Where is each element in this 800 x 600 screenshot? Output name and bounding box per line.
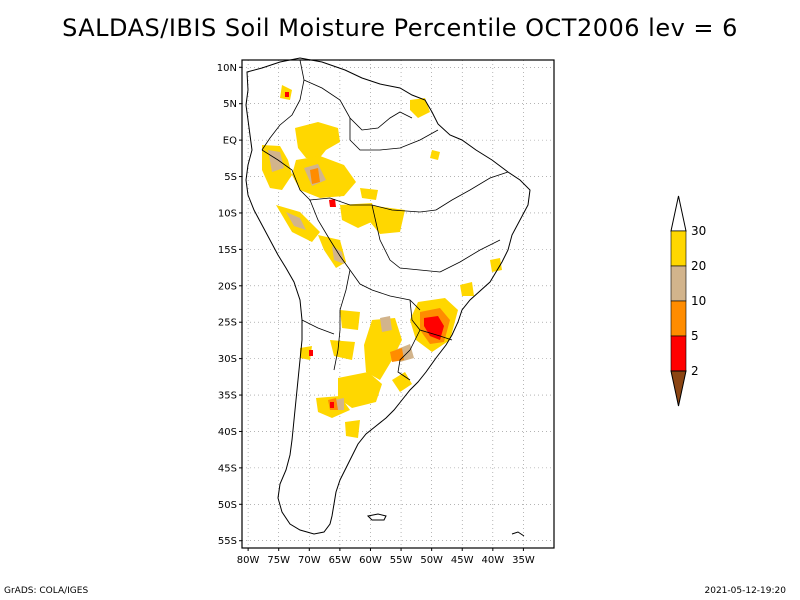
lon-tick-label: 80W: [237, 555, 260, 566]
colorbar-label: 5: [691, 329, 699, 343]
south-georgia: [511, 531, 525, 537]
lon-tick-label: 50W: [420, 555, 443, 566]
latitude-axis: 10N 5N EQ 5S 10S 15S 20S 25S 30S 35S 40S 45S 50S 55S: [217, 63, 242, 547]
lat-tick-label: 5S: [224, 172, 237, 183]
colorbar-label: 2: [691, 364, 699, 378]
shade-10-20: [332, 246, 344, 264]
lat-tick-label: 45S: [218, 463, 237, 474]
graticule: [242, 60, 554, 548]
lon-tick-label: 75W: [267, 555, 290, 566]
shade-10-20: [268, 150, 284, 172]
lon-tick-label: 40W: [482, 555, 505, 566]
lat-tick-label: EQ: [223, 136, 237, 147]
colorbar-legend: 30 20 10 5 2: [670, 195, 706, 407]
shade-20-30: [410, 98, 430, 118]
shade-20-30: [460, 282, 474, 296]
lat-tick-label: 25S: [218, 318, 237, 329]
shade-20-30: [338, 372, 382, 408]
shade-5-10: [390, 348, 404, 362]
map-title: SALDAS/IBIS Soil Moisture Percentile OCT…: [62, 14, 738, 42]
shade-10-20: [286, 212, 306, 230]
lon-tick-label: 35W: [512, 555, 535, 566]
colorbar-arrow-bottom: [670, 370, 687, 407]
colorbar-segment: [670, 230, 687, 267]
lat-tick-label: 50S: [218, 500, 237, 511]
lon-tick-label: 55W: [390, 555, 413, 566]
lat-tick-label: 40S: [218, 427, 237, 438]
lat-tick-label: 55S: [218, 536, 237, 547]
shade-20-30: [368, 205, 405, 234]
falkland-islands: [366, 513, 387, 521]
shade-20-30: [364, 318, 402, 380]
colorbar-label: 20: [691, 259, 706, 273]
colorbar-segment: [670, 265, 687, 302]
colorbar-label: 30: [691, 224, 706, 238]
lat-tick-label: 15S: [218, 245, 237, 256]
shade-20-30: [300, 346, 312, 360]
longitude-axis: 80W 75W 70W 65W 60W 55W 50W 45W 40W 35W: [237, 548, 535, 566]
shade-20-30: [360, 188, 378, 200]
map-frame: [241, 59, 555, 549]
shade-20-30: [392, 372, 412, 392]
shade-5-10: [310, 168, 320, 184]
lat-tick-label: 30S: [218, 354, 237, 365]
continent-coastline: [245, 57, 531, 535]
lat-tick-label: 35S: [218, 391, 237, 402]
colorbar-segment: [670, 300, 687, 337]
shade-20-30: [430, 150, 440, 160]
lon-tick-label: 45W: [451, 555, 474, 566]
lon-tick-label: 65W: [329, 555, 352, 566]
country-borders: [261, 59, 509, 381]
colorbar-label: 10: [691, 294, 706, 308]
percentile-shading: [262, 85, 502, 438]
shade-2-5: [329, 199, 336, 207]
shade-2-5: [285, 92, 289, 97]
shade-20-30: [490, 258, 502, 272]
lon-tick-label: 70W: [298, 555, 321, 566]
shade-20-30: [295, 122, 340, 160]
shade-2-5: [330, 402, 334, 408]
shade-20-30: [345, 420, 360, 438]
footer-timestamp: 2021-05-12-19:20: [704, 586, 787, 596]
shade-2-5: [424, 316, 444, 340]
shade-2-5: [309, 350, 313, 356]
lat-tick-label: 20S: [218, 281, 237, 292]
lat-tick-label: 5N: [223, 99, 237, 110]
lat-tick-label: 10N: [217, 63, 237, 74]
footer-credit: GrADS: COLA/IGES: [4, 586, 89, 596]
shade-20-30: [340, 203, 376, 228]
lon-tick-label: 60W: [359, 555, 382, 566]
colorbar-segment: [670, 335, 687, 372]
shade-10-20: [380, 316, 392, 332]
shade-20-30: [330, 340, 355, 360]
lat-tick-label: 10S: [218, 208, 237, 219]
shade-20-30: [340, 310, 360, 330]
colorbar-arrow-top: [670, 195, 687, 232]
